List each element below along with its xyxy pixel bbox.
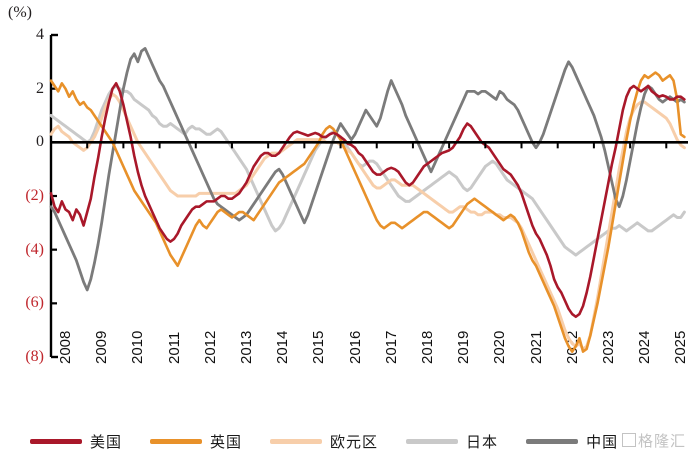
legend-item-china[interactable]: 中国 (526, 431, 618, 452)
y-tick-label-3: (2) (25, 187, 44, 204)
legend-label-us: 美国 (90, 433, 123, 451)
series-line-4 (49, 47, 686, 292)
y-tick-label-2: 0 (36, 133, 44, 151)
y-axis-unit-label: (%) (8, 4, 32, 21)
legend-item-japan[interactable]: 日本 (406, 431, 498, 452)
y-tick-label-5: (6) (25, 294, 44, 312)
watermark: 格隆汇 (621, 430, 686, 451)
watermark-box-icon (621, 433, 636, 447)
legend-label-japan: 日本 (466, 433, 499, 451)
legend-swatch-japan (406, 439, 459, 444)
legend-label-china: 中国 (586, 433, 619, 451)
legend-swatch-china (526, 439, 579, 444)
legend-swatch-eurozone (270, 439, 323, 444)
watermark-text: 格隆汇 (637, 432, 686, 450)
series-line-0 (49, 82, 686, 319)
series-line-2 (49, 92, 686, 351)
legend-swatch-uk (150, 439, 203, 444)
y-tick-label-4: (4) (25, 240, 44, 258)
y-tick-label-0: 4 (36, 26, 44, 43)
legend-item-uk[interactable]: 英国 (150, 431, 242, 452)
chart-legend: 美国 英国 欧元区 日本 中国 (0, 428, 692, 455)
y-tick-label-6: (8) (25, 348, 44, 365)
legend-item-us[interactable]: 美国 (30, 431, 122, 452)
legend-swatch-us (30, 439, 82, 444)
legend-item-eurozone[interactable]: 欧元区 (270, 431, 378, 452)
y-tick-label-1: 2 (36, 79, 44, 97)
legend-label-uk: 英国 (210, 433, 243, 451)
legend-label-eurozone: 欧元区 (330, 433, 379, 451)
